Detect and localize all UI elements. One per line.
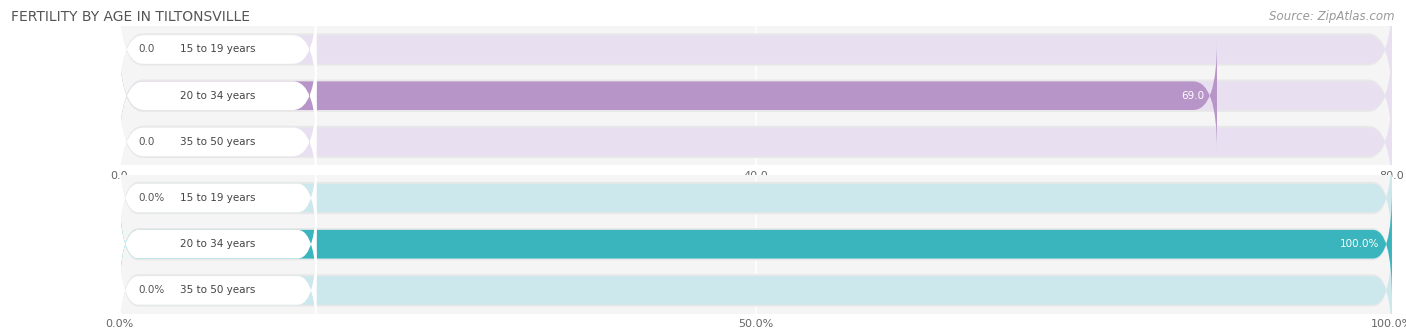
FancyBboxPatch shape — [120, 143, 316, 253]
Text: 15 to 19 years: 15 to 19 years — [180, 193, 256, 203]
Text: 0.0%: 0.0% — [139, 193, 165, 203]
FancyBboxPatch shape — [120, 0, 316, 105]
Text: Source: ZipAtlas.com: Source: ZipAtlas.com — [1270, 10, 1395, 23]
FancyBboxPatch shape — [120, 235, 1392, 330]
Text: 20 to 34 years: 20 to 34 years — [180, 239, 256, 249]
FancyBboxPatch shape — [120, 0, 1392, 105]
FancyBboxPatch shape — [120, 189, 1392, 299]
FancyBboxPatch shape — [120, 143, 1392, 253]
Text: 0.0: 0.0 — [139, 45, 155, 54]
FancyBboxPatch shape — [120, 189, 316, 299]
Text: FERTILITY BY AGE IN TILTONSVILLE: FERTILITY BY AGE IN TILTONSVILLE — [11, 10, 250, 24]
Text: 15 to 19 years: 15 to 19 years — [180, 45, 256, 54]
Text: 0.0: 0.0 — [139, 137, 155, 147]
Text: 69.0: 69.0 — [1181, 91, 1205, 101]
FancyBboxPatch shape — [120, 43, 1392, 149]
FancyBboxPatch shape — [120, 235, 316, 330]
FancyBboxPatch shape — [120, 145, 1392, 251]
Text: 35 to 50 years: 35 to 50 years — [180, 285, 256, 295]
FancyBboxPatch shape — [120, 189, 1392, 299]
FancyBboxPatch shape — [120, 87, 1392, 197]
FancyBboxPatch shape — [120, 41, 1392, 151]
FancyBboxPatch shape — [120, 237, 1392, 330]
FancyBboxPatch shape — [120, 0, 1392, 103]
FancyBboxPatch shape — [120, 87, 316, 197]
FancyBboxPatch shape — [120, 191, 1392, 297]
FancyBboxPatch shape — [120, 89, 1392, 195]
FancyBboxPatch shape — [120, 41, 316, 151]
Text: 35 to 50 years: 35 to 50 years — [180, 137, 256, 147]
Text: 0.0%: 0.0% — [139, 285, 165, 295]
FancyBboxPatch shape — [120, 41, 1218, 151]
Text: 100.0%: 100.0% — [1340, 239, 1379, 249]
Text: 20 to 34 years: 20 to 34 years — [180, 91, 256, 101]
